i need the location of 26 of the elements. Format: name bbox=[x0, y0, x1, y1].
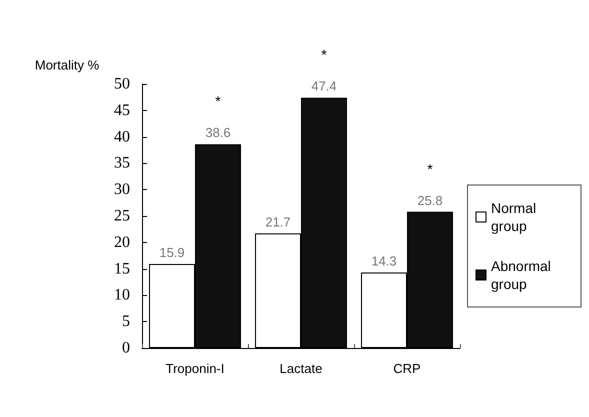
x-tick-label: Troponin-I bbox=[166, 361, 224, 376]
legend-label: Abnormal group bbox=[491, 258, 555, 292]
annotation: * bbox=[215, 93, 222, 110]
data-label: 47.4 bbox=[311, 78, 337, 94]
data-label: 21.7 bbox=[265, 214, 291, 230]
y-axis-title: Mortality % bbox=[34, 58, 100, 73]
data-label: 25.8 bbox=[417, 192, 443, 208]
annotation: * bbox=[427, 160, 434, 177]
y-tick-label: 10 bbox=[114, 286, 130, 304]
y-tick-label: 25 bbox=[114, 208, 130, 224]
y-tick-label: 30 bbox=[114, 181, 130, 198]
data-label: 15.9 bbox=[159, 245, 185, 260]
data-label: 38.6 bbox=[205, 125, 231, 140]
data-label: 14.3 bbox=[371, 253, 397, 268]
y-tick-label: 15 bbox=[114, 260, 130, 278]
y-tick-label: 50 bbox=[114, 76, 130, 92]
annotation: * bbox=[321, 46, 328, 63]
y-tick-label: 0 bbox=[122, 340, 130, 356]
y-tick-label: 35 bbox=[114, 154, 130, 172]
y-tick-label: 5 bbox=[122, 313, 130, 330]
y-tick-label: 40 bbox=[114, 128, 130, 146]
y-tick-label: 45 bbox=[114, 102, 130, 119]
x-tick-label: Lactate bbox=[280, 361, 322, 376]
x-tick-label: CRP bbox=[393, 361, 421, 376]
y-tick-label: 20 bbox=[114, 234, 130, 251]
legend-label: Normal group bbox=[491, 200, 540, 234]
